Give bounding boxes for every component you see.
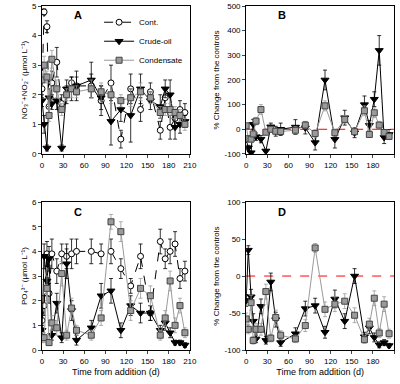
svg-text:120: 120 xyxy=(120,357,134,366)
svg-text:200: 200 xyxy=(227,76,241,85)
svg-text:C: C xyxy=(74,206,82,218)
svg-text:120: 120 xyxy=(324,357,338,366)
svg-text:90: 90 xyxy=(305,161,314,170)
svg-text:% Change from the controls: % Change from the controls xyxy=(212,226,221,325)
svg-text:180: 180 xyxy=(366,357,380,366)
svg-text:4: 4 xyxy=(32,247,37,256)
svg-text:150: 150 xyxy=(141,357,155,366)
svg-text:150: 150 xyxy=(141,161,155,170)
svg-text:120: 120 xyxy=(120,161,134,170)
svg-text:-50: -50 xyxy=(229,309,241,318)
svg-text:1: 1 xyxy=(32,321,37,330)
svg-text:150: 150 xyxy=(345,357,359,366)
svg-text:0: 0 xyxy=(236,272,241,281)
svg-text:30: 30 xyxy=(59,357,68,366)
svg-text:3: 3 xyxy=(32,61,37,70)
svg-text:90: 90 xyxy=(101,161,110,170)
svg-text:60: 60 xyxy=(80,357,89,366)
svg-text:A: A xyxy=(74,9,82,21)
svg-text:PO₄³⁻ (µmol L⁻¹): PO₄³⁻ (µmol L⁻¹) xyxy=(20,247,29,305)
svg-text:4: 4 xyxy=(32,31,37,40)
svg-text:0: 0 xyxy=(244,161,249,170)
svg-text:100: 100 xyxy=(227,198,241,207)
svg-text:150: 150 xyxy=(345,161,359,170)
svg-text:-100: -100 xyxy=(225,346,242,355)
svg-text:180: 180 xyxy=(162,161,176,170)
svg-text:0: 0 xyxy=(40,161,45,170)
svg-text:90: 90 xyxy=(305,357,314,366)
svg-text:1: 1 xyxy=(32,120,37,129)
svg-text:Time from addition (d): Time from addition (d) xyxy=(276,367,364,377)
svg-text:180: 180 xyxy=(162,357,176,366)
svg-text:NO₃⁻+NO₂⁻ (µmol L⁻¹): NO₃⁻+NO₂⁻ (µmol L⁻¹) xyxy=(20,40,29,119)
svg-text:400: 400 xyxy=(227,26,241,35)
svg-text:180: 180 xyxy=(366,161,380,170)
svg-text:2: 2 xyxy=(32,91,37,100)
svg-text:2: 2 xyxy=(32,296,37,305)
svg-text:30: 30 xyxy=(263,357,272,366)
svg-text:Time from addition (d): Time from addition (d) xyxy=(72,367,160,377)
svg-text:-100: -100 xyxy=(225,150,242,159)
svg-text:100: 100 xyxy=(227,100,241,109)
svg-text:Condensate: Condensate xyxy=(139,56,183,65)
svg-text:% Change from the controls: % Change from the controls xyxy=(212,30,221,129)
svg-text:Cont.: Cont. xyxy=(139,18,158,27)
svg-text:0: 0 xyxy=(40,357,45,366)
svg-text:30: 30 xyxy=(59,161,68,170)
svg-text:3: 3 xyxy=(32,272,37,281)
svg-text:6: 6 xyxy=(32,198,37,207)
svg-text:120: 120 xyxy=(324,161,338,170)
svg-text:B: B xyxy=(278,9,286,21)
svg-text:0: 0 xyxy=(244,357,249,366)
svg-text:Crude-oil: Crude-oil xyxy=(139,37,172,46)
svg-text:210: 210 xyxy=(183,357,197,366)
svg-text:0: 0 xyxy=(236,125,241,134)
svg-text:210: 210 xyxy=(183,161,197,170)
svg-text:300: 300 xyxy=(227,51,241,60)
svg-text:D: D xyxy=(278,206,286,218)
svg-text:5: 5 xyxy=(32,223,37,232)
svg-text:60: 60 xyxy=(80,161,89,170)
svg-text:500: 500 xyxy=(227,2,241,11)
svg-text:0: 0 xyxy=(32,150,37,159)
svg-text:90: 90 xyxy=(101,357,110,366)
svg-text:60: 60 xyxy=(284,357,293,366)
svg-text:30: 30 xyxy=(263,161,272,170)
svg-text:50: 50 xyxy=(232,235,241,244)
svg-text:60: 60 xyxy=(284,161,293,170)
svg-text:0: 0 xyxy=(32,346,37,355)
svg-text:5: 5 xyxy=(32,2,37,11)
